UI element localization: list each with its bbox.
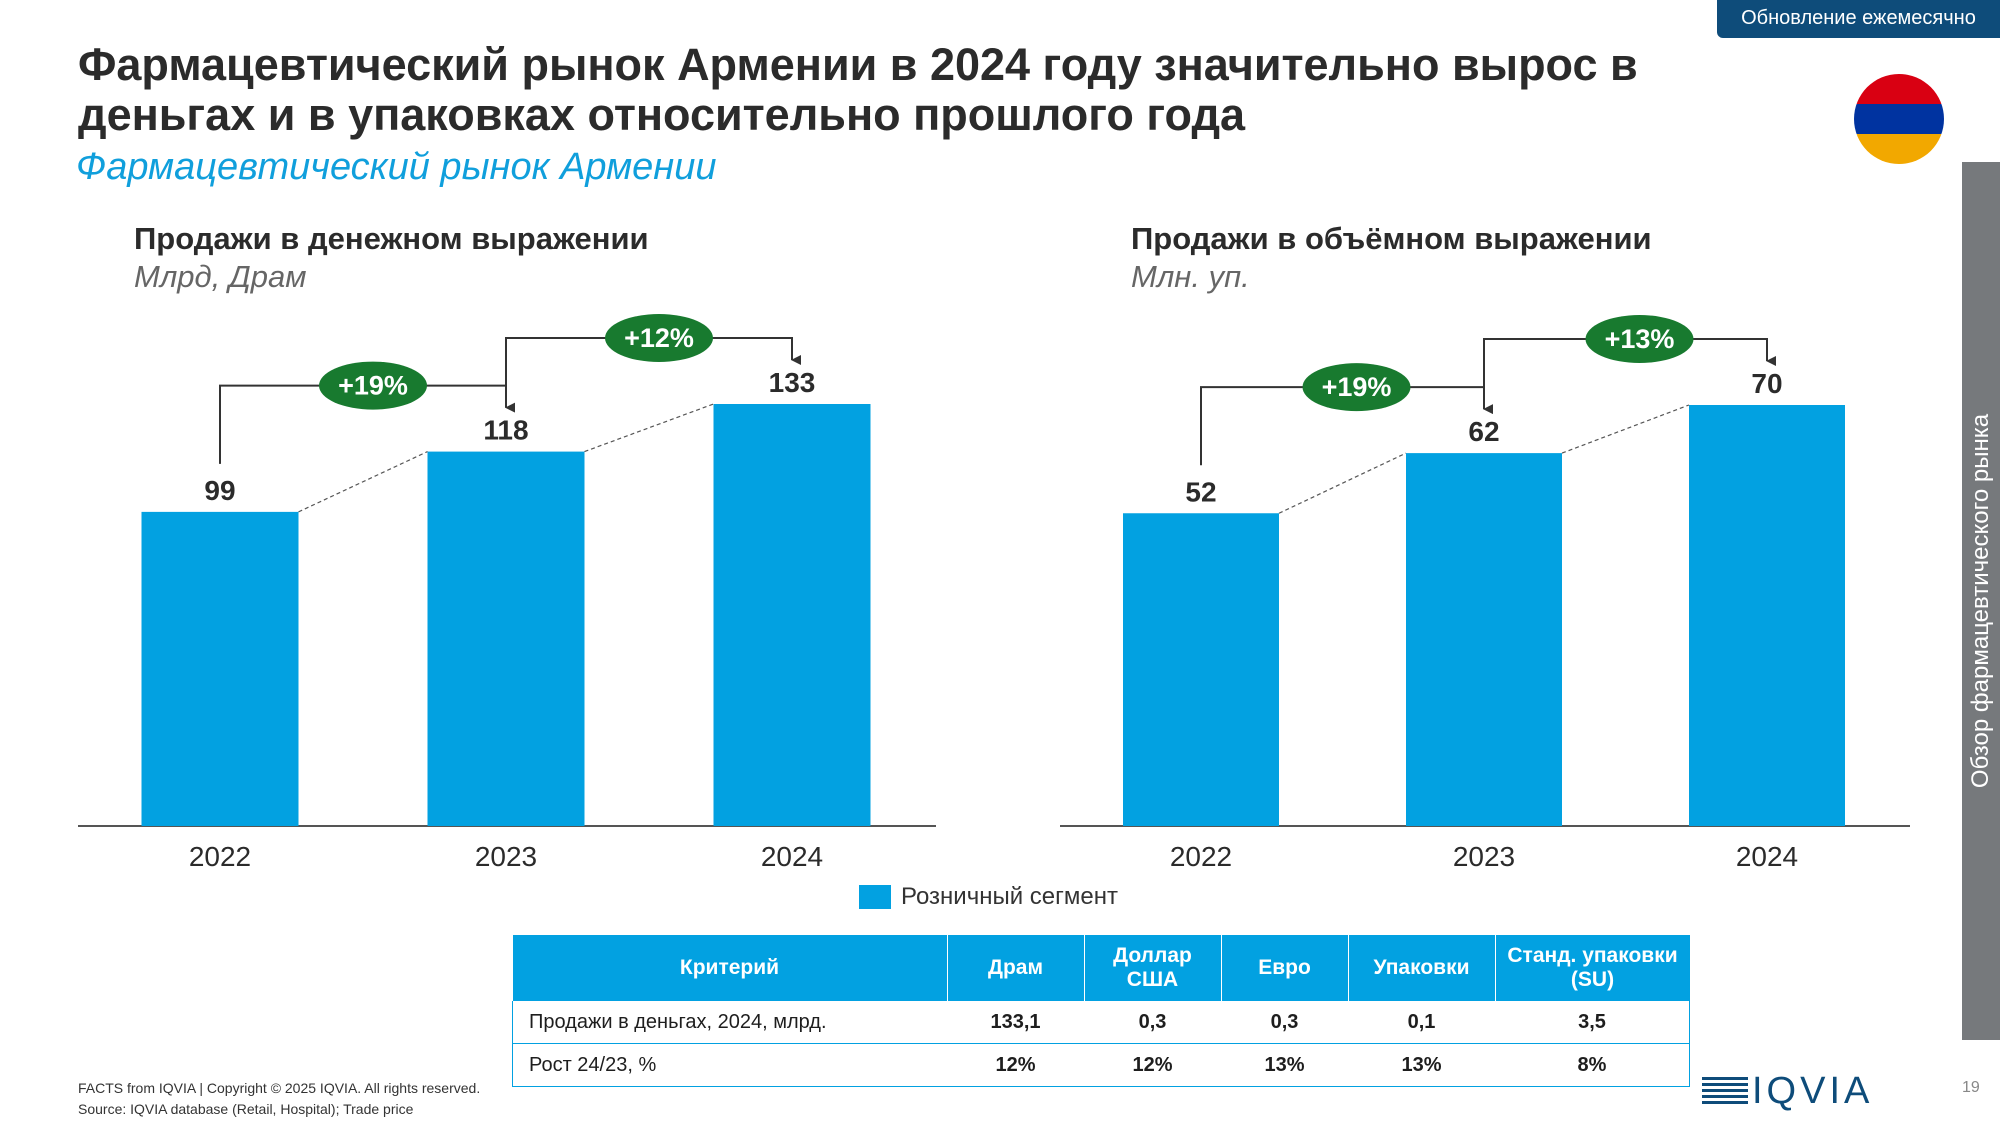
money-growth-label: +19%	[338, 371, 408, 401]
table-cell: 0,3	[1221, 1001, 1348, 1044]
chart-volume-unit: Млн. уп.	[1131, 259, 1250, 294]
sales-charts: 99 2022 118 2023 133 2024 +19% +12% 52 2022 62 2023…	[78, 314, 1910, 872]
money-trend-connector	[584, 403, 714, 453]
volume-growth-label: +19%	[1322, 372, 1392, 402]
table-header-cell: Доллар США	[1084, 935, 1222, 1001]
money-trend-connector	[298, 451, 428, 513]
source-text: Source: IQVIA database (Retail, Hospital…	[78, 1101, 414, 1117]
criteria-table: Критерий Драм Доллар США Евро Упаковки С…	[512, 935, 1690, 1087]
table-row: Рост 24/23, % 12% 12% 13% 13% 8%	[512, 1043, 1690, 1087]
volume-bar-2022	[1123, 513, 1279, 826]
volume-value-label: 70	[1751, 368, 1782, 399]
table-header-cell: Драм	[947, 935, 1085, 1001]
volume-trend-connector	[1278, 452, 1407, 514]
table-header-row: Критерий Драм Доллар США Евро Упаковки С…	[512, 935, 1690, 1001]
money-growth-badge	[605, 314, 713, 362]
volume-category-label: 2024	[1736, 841, 1798, 872]
volume-growth-label: +13%	[1605, 324, 1675, 354]
chart-volume-title: Продажи в объёмном выражении	[1131, 221, 1652, 256]
volume-value-label: 52	[1185, 476, 1216, 507]
table-cell: Продажи в деньгах, 2024, млрд.	[512, 1001, 947, 1044]
money-bar-2023	[427, 451, 585, 826]
table-header-cell: Упаковки	[1348, 935, 1496, 1001]
money-category-label: 2022	[189, 841, 251, 872]
money-growth-badge	[319, 361, 427, 410]
chart-legend: Розничный сегмент	[859, 882, 1118, 912]
money-value-label: 118	[483, 415, 528, 446]
table-cell: 12%	[1084, 1043, 1221, 1087]
money-bar-2022	[141, 511, 299, 826]
volume-growth-badge	[1585, 315, 1694, 363]
table-cell: 12%	[947, 1043, 1084, 1087]
volume-bar-2024	[1689, 405, 1845, 826]
table-cell: 8%	[1495, 1043, 1690, 1087]
volume-growth-badge	[1302, 363, 1411, 412]
money-value-label: 99	[204, 475, 235, 506]
legend-swatch	[859, 885, 891, 909]
chart-money-title: Продажи в денежном выражении	[134, 221, 649, 256]
table-header-cell: Евро	[1221, 935, 1349, 1001]
table-cell: 0,1	[1348, 1001, 1495, 1044]
page-subtitle: Фармацевтический рынок Армении	[76, 146, 717, 188]
money-bar-2024	[713, 404, 871, 826]
money-category-label: 2024	[761, 841, 823, 872]
money-value-label: 133	[769, 367, 816, 398]
table-cell: 13%	[1348, 1043, 1495, 1087]
iqvia-logo: IQVIA	[1702, 1070, 1873, 1113]
money-growth-label: +12%	[624, 323, 694, 353]
iqvia-logo-icon	[1702, 1076, 1748, 1107]
chart-money-unit: Млрд, Драм	[134, 259, 307, 294]
page-title: Фармацевтический рынок Армении в 2024 го…	[78, 39, 1638, 140]
table-row: Продажи в деньгах, 2024, млрд. 133,1 0,3…	[512, 1001, 1690, 1044]
table-cell: Рост 24/23, %	[512, 1043, 947, 1087]
money-category-label: 2023	[475, 841, 537, 872]
legend-label: Розничный сегмент	[901, 883, 1118, 910]
volume-category-label: 2023	[1453, 841, 1515, 872]
volume-trend-connector	[1561, 404, 1690, 454]
table-header-cell: Критерий	[512, 935, 948, 1001]
table-cell: 3,5	[1495, 1001, 1690, 1044]
copyright-text: FACTS from IQVIA | Copyright © 2025 IQVI…	[78, 1080, 481, 1096]
table-cell: 13%	[1221, 1043, 1348, 1087]
footer-notes: FACTS from IQVIA | Copyright © 2025 IQVI…	[78, 1078, 480, 1120]
page-number: 19	[1962, 1079, 1980, 1096]
volume-category-label: 2022	[1170, 841, 1232, 872]
table-header-cell: Станд. упаковки (SU)	[1495, 935, 1690, 1001]
volume-bar-2023	[1406, 453, 1562, 826]
iqvia-logo-text: IQVIA	[1752, 1070, 1874, 1112]
section-sidebar: Обзор фармацевтического рынка	[1962, 162, 2000, 1040]
table-cell: 133,1	[947, 1001, 1084, 1044]
volume-value-label: 62	[1468, 416, 1499, 447]
update-frequency-badge: Обновление ежемесячно	[1717, 0, 2000, 38]
table-cell: 0,3	[1084, 1001, 1221, 1044]
